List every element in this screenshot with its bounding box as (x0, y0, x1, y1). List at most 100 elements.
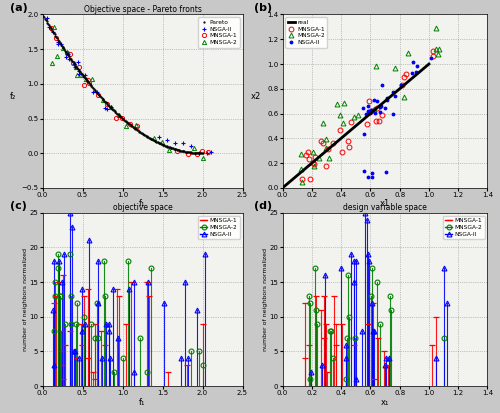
Y-axis label: x2: x2 (251, 92, 261, 101)
MNSGA-2 (54, 54, 60, 59)
MNSGA-1 (86, 81, 92, 86)
X-axis label: x1: x1 (380, 199, 390, 209)
NSGA-II (104, 106, 110, 111)
MNSGA-1 (306, 157, 312, 162)
MNSGA-1 (304, 153, 310, 158)
NSGA-II (398, 82, 404, 87)
MNSGA-1 (205, 150, 211, 154)
NSGA-II (94, 89, 100, 94)
Pareto (192, 150, 198, 155)
MNSGA-2 (79, 72, 85, 77)
MNSGA-2 (151, 135, 157, 140)
real (280, 185, 285, 190)
real (426, 62, 432, 66)
MNSGA-1 (312, 154, 318, 159)
MNSGA-2 (432, 47, 438, 52)
NSGA-II (380, 83, 386, 88)
MNSGA-1 (200, 148, 205, 153)
MNSGA-1 (81, 82, 87, 87)
NSGA-II (46, 24, 52, 29)
MNSGA-2 (73, 64, 79, 69)
MNSGA-1 (305, 150, 311, 154)
NSGA-II (76, 72, 82, 77)
Pareto (40, 13, 46, 18)
NSGA-II (366, 111, 372, 116)
NSGA-II (54, 42, 60, 47)
Pareto (46, 24, 52, 29)
X-axis label: f₁: f₁ (140, 199, 145, 209)
MNSGA-2 (64, 50, 70, 55)
NSGA-II (410, 59, 416, 64)
NSGA-II (376, 104, 382, 109)
NSGA-II (204, 151, 210, 156)
NSGA-II (75, 60, 81, 65)
NSGA-II (371, 98, 377, 103)
MNSGA-2 (324, 137, 330, 142)
NSGA-II (90, 90, 96, 95)
MNSGA-2 (50, 24, 56, 29)
Line: Pareto: Pareto (42, 15, 203, 154)
NSGA-II (180, 140, 186, 145)
NSGA-II (188, 143, 194, 148)
NSGA-II (370, 107, 376, 112)
MNSGA-1 (307, 176, 313, 181)
MNSGA-2 (60, 45, 66, 50)
MNSGA-1 (174, 149, 180, 154)
NSGA-II (70, 62, 76, 66)
MNSGA-1 (376, 118, 382, 123)
Text: (a): (a) (10, 3, 28, 13)
MNSGA-2 (166, 148, 172, 153)
Text: (c): (c) (10, 201, 28, 211)
NSGA-II (384, 95, 390, 100)
MNSGA-1 (373, 119, 379, 123)
MNSGA-2 (373, 64, 379, 69)
MNSGA-1 (374, 106, 380, 111)
MNSGA-1 (404, 71, 409, 76)
Line: MNSGA-1: MNSGA-1 (300, 49, 436, 181)
MNSGA-2 (310, 149, 316, 154)
NSGA-II (428, 55, 434, 60)
MNSGA-2 (83, 77, 89, 82)
NSGA-II (382, 105, 388, 110)
MNSGA-2 (89, 76, 95, 81)
Legend: MNSGA-1, MNSGA-2, NSGA-II: MNSGA-1, MNSGA-2, NSGA-II (198, 216, 239, 239)
MNSGA-2 (200, 156, 206, 161)
MNSGA-1 (400, 83, 406, 88)
NSGA-II (65, 52, 71, 57)
MNSGA-1 (322, 163, 328, 168)
NSGA-II (362, 132, 368, 137)
Legend: Pareto, NSGA-II, MNSGA-1, MNSGA-2: Pareto, NSGA-II, MNSGA-1, MNSGA-2 (198, 17, 239, 47)
MNSGA-1 (185, 152, 191, 157)
NSGA-II (414, 64, 420, 69)
MNSGA-2 (316, 156, 322, 161)
MNSGA-1 (299, 176, 305, 181)
Line: NSGA-II: NSGA-II (361, 55, 434, 180)
NSGA-II (368, 111, 374, 116)
NSGA-II (372, 110, 378, 115)
Pareto (50, 29, 56, 34)
MNSGA-2 (298, 166, 304, 171)
NSGA-II (360, 169, 366, 174)
NSGA-II (208, 149, 214, 154)
MNSGA-1 (67, 51, 73, 56)
Pareto (82, 77, 88, 82)
X-axis label: f₁: f₁ (140, 398, 145, 407)
MNSGA-2 (159, 139, 165, 144)
MNSGA-2 (311, 163, 317, 168)
MNSGA-1 (85, 77, 91, 82)
NSGA-II (172, 140, 177, 145)
NSGA-II (365, 108, 371, 113)
MNSGA-2 (298, 152, 304, 157)
MNSGA-1 (320, 140, 326, 145)
MNSGA-1 (95, 93, 101, 97)
MNSGA-1 (324, 147, 330, 152)
Line: MNSGA-2: MNSGA-2 (298, 26, 442, 184)
MNSGA-2 (401, 94, 407, 99)
Line: MNSGA-2: MNSGA-2 (50, 24, 205, 160)
MNSGA-2 (355, 112, 361, 117)
MNSGA-1 (127, 121, 133, 126)
MNSGA-1 (430, 54, 436, 59)
NSGA-II (384, 98, 390, 103)
NSGA-II (370, 171, 376, 176)
MNSGA-2 (434, 52, 440, 57)
